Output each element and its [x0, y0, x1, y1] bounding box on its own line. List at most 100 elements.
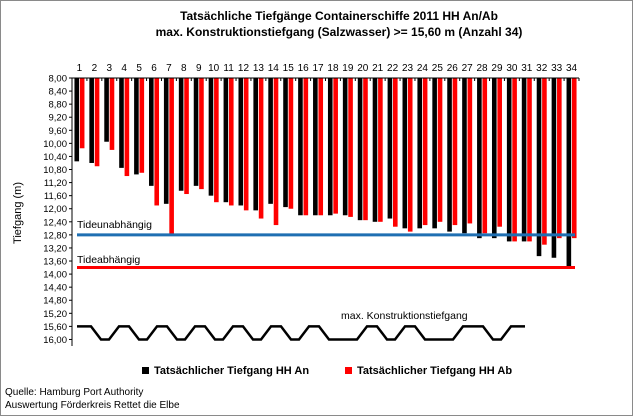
x-tick-label: 29 — [491, 63, 503, 74]
bar-an — [372, 78, 378, 222]
x-tick-label: 20 — [357, 63, 369, 74]
bar-ab — [407, 78, 413, 232]
bar-an — [163, 78, 169, 204]
y-tick-label: 13,60 — [43, 257, 67, 268]
x-tick-label: 14 — [268, 63, 280, 74]
x-tick-label: 28 — [477, 63, 489, 74]
bar-ab — [154, 78, 160, 206]
bar-an — [402, 78, 408, 229]
bar-ab — [482, 78, 488, 234]
bar-an — [551, 78, 557, 258]
bar-an — [134, 78, 139, 175]
bar-an — [432, 78, 437, 229]
bar-ab — [124, 78, 130, 177]
line-konstruktionstiefgang — [77, 325, 525, 341]
bar-ab — [557, 78, 562, 239]
chart-title: Tatsächliche Tiefgänge Containerschiffe … — [180, 9, 498, 23]
y-tick-label: 12,80 — [43, 230, 67, 241]
x-tick-label: 6 — [151, 63, 157, 74]
y-tick-label: 10,80 — [43, 165, 67, 176]
y-tick-label: 12,00 — [43, 204, 67, 215]
bar-ab — [228, 78, 234, 206]
x-tick-label: 31 — [521, 63, 533, 74]
bar-an — [104, 78, 109, 142]
y-tick-label: 13,20 — [43, 243, 67, 254]
bar-ab — [497, 78, 502, 227]
y-tick-label: 12,40 — [43, 217, 67, 228]
x-tick-label: 30 — [506, 63, 518, 74]
bar-an — [521, 78, 527, 242]
x-tick-label: 12 — [238, 63, 250, 74]
x-tick-label: 22 — [387, 63, 399, 74]
x-tick-label: 26 — [447, 63, 459, 74]
x-tick-label: 33 — [551, 63, 563, 74]
bar-an — [447, 78, 452, 232]
y-tick-label: 11,60 — [44, 191, 67, 202]
x-tick-label: 34 — [566, 63, 578, 74]
bar-an — [149, 78, 154, 186]
annotation-tideunabhaengig: Tideunabhängig — [77, 219, 152, 231]
y-axis-label: Tiefgang (m) — [12, 182, 24, 244]
x-tick-label: 8 — [181, 63, 187, 74]
bar-ab — [318, 78, 324, 216]
y-tick-labels: 8,00 8,40 8,80 9,20 9,60 10,00 10,40 10,80 11,20… — [43, 74, 72, 346]
x-tick-label: 13 — [253, 63, 265, 74]
x-tick-label: 2 — [92, 63, 98, 74]
y-tick-label: 8,40 — [49, 87, 68, 98]
y-tick-label: 8,00 — [49, 74, 68, 85]
bar-ab — [422, 78, 428, 226]
bar-ab — [333, 78, 338, 214]
bar-ab — [348, 78, 353, 217]
x-tick-label: 27 — [462, 63, 474, 74]
bar-an — [253, 78, 258, 211]
bar-an — [387, 78, 393, 219]
bar-an — [298, 78, 303, 216]
bar-an — [491, 78, 497, 239]
x-tick-label: 24 — [417, 63, 429, 74]
bar-ab — [79, 78, 85, 149]
x-tick-label: 5 — [136, 63, 142, 74]
bar-ab — [452, 78, 458, 226]
y-tick-label: 8,80 — [49, 100, 68, 111]
y-tick-label: 14,00 — [43, 270, 67, 281]
x-tick-label: 11 — [223, 63, 234, 74]
bar-an — [119, 78, 124, 168]
bar-an — [566, 78, 572, 268]
chart-subtitle: max. Konstruktionstiefgang (Salzwasser) … — [156, 25, 523, 39]
y-tick-label: 11,20 — [44, 178, 67, 189]
legend-swatch-ab — [345, 367, 352, 374]
x-tick-label: 4 — [121, 63, 127, 74]
x-tick-label: 3 — [106, 63, 112, 74]
y-tick-label: 9,20 — [49, 113, 68, 124]
x-tick-label: 21 — [372, 63, 384, 74]
y-tick-label: 15,60 — [43, 322, 67, 333]
bar-ab — [512, 78, 517, 242]
bar-ab — [288, 78, 294, 209]
reference-lines — [77, 233, 575, 341]
bar-ab — [109, 78, 115, 150]
bar-an — [506, 78, 512, 242]
bar-ab — [214, 78, 219, 203]
x-tick-label: 18 — [327, 63, 339, 74]
bar-ab — [243, 78, 249, 211]
bars — [74, 78, 577, 268]
bar-an — [342, 78, 348, 216]
bar-ab — [169, 78, 174, 235]
y-tick-label: 16,00 — [43, 335, 67, 346]
source-line-2: Auswertung Förderkreis Rettet die Elbe — [5, 400, 180, 411]
bar-ab — [94, 78, 100, 167]
legend: Tatsächlicher Tiefgang HH An Tatsächlich… — [142, 365, 512, 377]
legend-label-an: Tatsächlicher Tiefgang HH An — [154, 365, 309, 377]
y-tick-label: 14,80 — [43, 296, 67, 307]
x-tick-label: 10 — [208, 63, 220, 74]
annotation-konstruktion: max. Konstruktionstiefgang — [341, 310, 468, 322]
bar-an — [193, 78, 199, 186]
bar-ab — [571, 78, 577, 239]
bar-ab — [139, 78, 145, 173]
bar-ab — [303, 78, 309, 216]
bar-an — [462, 78, 467, 234]
bar-ab — [363, 78, 368, 221]
bar-an — [89, 78, 94, 163]
bar-an — [178, 78, 184, 191]
